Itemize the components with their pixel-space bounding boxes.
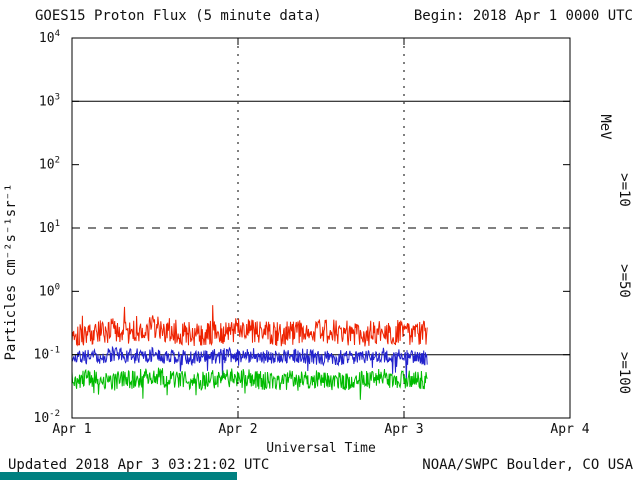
chart-title: GOES15 Proton Flux (5 minute data) — [35, 8, 322, 24]
y-tick-label: 101 — [39, 219, 60, 236]
footer-accent-bar — [0, 472, 237, 480]
series-threshold-labels: >=10 >=50 >=100 — [616, 173, 632, 394]
x-axis-title: Universal Time — [266, 441, 376, 456]
updated-timestamp-label: Updated 2018 Apr 3 03:21:02 UTC — [8, 457, 269, 473]
series-line-ge10 — [71, 305, 428, 347]
y-tick-label: 104 — [39, 29, 60, 46]
y-tick-label: 103 — [39, 92, 60, 109]
y-tick-label: 100 — [39, 282, 60, 299]
x-tick-label: Apr 2 — [218, 422, 257, 437]
threshold-label-ge100: >=100 — [616, 352, 632, 394]
x-tick-label: Apr 1 — [52, 422, 91, 437]
y-tick-label: 102 — [39, 156, 60, 173]
series-line-ge50 — [71, 345, 428, 380]
begin-time-label: Begin: 2018 Apr 1 0000 UTC — [414, 8, 633, 24]
x-tick-label: Apr 3 — [384, 422, 423, 437]
credit-label: NOAA/SWPC Boulder, CO USA — [422, 457, 633, 473]
threshold-label-ge10: >=10 — [616, 173, 632, 207]
right-axis-unit-label: MeV — [597, 114, 613, 140]
y-axis-title: Particles cm⁻²s⁻¹sr⁻¹ — [3, 183, 19, 360]
y-tick-label: 10-1 — [34, 346, 61, 363]
series-line-ge100 — [71, 367, 428, 400]
x-tick-label: Apr 4 — [550, 422, 589, 437]
threshold-label-ge50: >=50 — [616, 264, 632, 298]
y-tick-label: 10-2 — [34, 409, 61, 426]
